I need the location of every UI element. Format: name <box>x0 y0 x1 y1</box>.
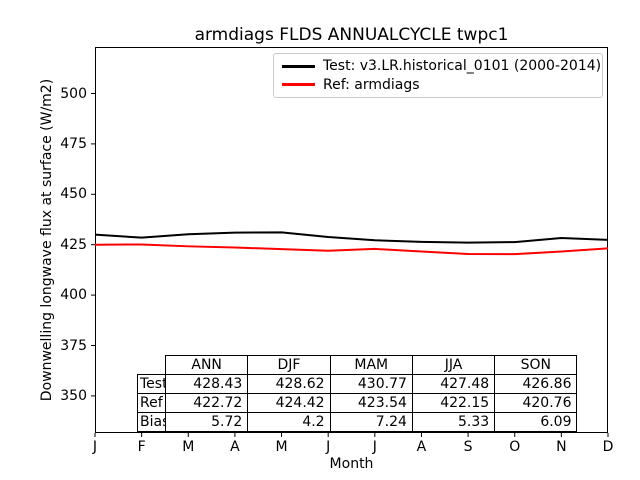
chart-title: armdiags FLDS ANNUALCYCLE twpc1 <box>194 25 509 45</box>
x-tick-label: M <box>182 439 195 455</box>
legend-entry-test: Test: v3.LR.historical_0101 (2000-2014) <box>282 58 601 74</box>
stats-row-test: Test 428.43 428.62 430.77 427.48 426.86 <box>137 374 578 394</box>
stats-col-header: DJF <box>247 355 331 375</box>
x-axis-label: Month <box>329 456 374 472</box>
stats-value: 6.09 <box>494 412 578 432</box>
y-tick-label: 500 <box>60 85 87 102</box>
stats-value: 422.72 <box>164 393 249 413</box>
stats-row-label: Test <box>137 374 166 394</box>
stats-value: 423.54 <box>329 393 413 413</box>
ref-line-swatch <box>282 83 315 87</box>
stats-value: 427.48 <box>411 374 496 394</box>
stats-value: 428.62 <box>247 374 331 394</box>
y-tick-label: 425 <box>60 236 87 253</box>
x-tick-label: A <box>416 439 427 455</box>
x-tick-label: J <box>372 439 377 455</box>
axis-ticks <box>91 93 609 437</box>
stats-col-header: ANN <box>164 355 249 375</box>
stats-row-bias: Bias 5.72 4.2 7.24 5.33 6.09 <box>137 412 578 432</box>
stats-value: 428.43 <box>164 374 249 394</box>
x-tick-label: D <box>602 439 614 455</box>
stats-value: 5.72 <box>164 412 249 432</box>
legend: Test: v3.LR.historical_0101 (2000-2014) … <box>273 53 603 98</box>
y-tick-label: 475 <box>60 135 87 152</box>
x-tick-label: J <box>92 439 98 455</box>
test-series-line <box>94 231 609 244</box>
test-line-swatch <box>282 64 315 68</box>
stats-row-ref: Ref 422.72 424.42 423.54 422.15 420.76 <box>137 393 578 413</box>
x-tick-label: N <box>556 439 567 455</box>
stats-corner-cell <box>138 356 166 375</box>
x-tick-label: F <box>137 439 146 455</box>
stats-col-header: JJA <box>411 355 496 375</box>
stats-value: 7.24 <box>329 412 413 432</box>
legend-entry-ref: Ref: armdiags <box>282 77 594 93</box>
stats-col-header: MAM <box>329 355 413 375</box>
stats-value: 5.33 <box>411 412 496 432</box>
stats-value: 4.2 <box>247 412 331 432</box>
x-tick-label: O <box>509 439 521 455</box>
stats-value: 420.76 <box>494 393 578 413</box>
y-tick-label: 400 <box>60 287 87 304</box>
x-tick-label: S <box>463 439 473 455</box>
legend-label-ref: Ref: armdiags <box>323 76 420 93</box>
x-tick-label: A <box>230 439 240 455</box>
y-tick-label: 450 <box>60 186 87 203</box>
y-tick-label: 350 <box>60 387 87 404</box>
stats-value: 430.77 <box>329 374 413 394</box>
ref-series-line <box>94 243 609 256</box>
x-tick-label: J <box>326 439 331 455</box>
stats-row-label: Bias <box>137 412 166 432</box>
stats-value: 424.42 <box>247 393 331 413</box>
stats-col-header: SON <box>494 355 578 375</box>
legend-label-test: Test: v3.LR.historical_0101 (2000-2014) <box>323 58 602 75</box>
stats-value: 426.86 <box>494 374 578 394</box>
x-tick-label: M <box>275 439 288 455</box>
stats-header-row: ANN DJF MAM JJA SON <box>138 355 578 375</box>
y-tick-label: 375 <box>60 337 87 354</box>
stats-value: 422.15 <box>411 393 496 413</box>
stats-row-label: Ref <box>137 393 166 413</box>
stats-table: ANN DJF MAM JJA SON Test 428.43 428.62 4… <box>137 355 578 432</box>
